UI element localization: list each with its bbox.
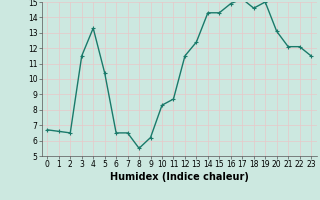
X-axis label: Humidex (Indice chaleur): Humidex (Indice chaleur) [110, 172, 249, 182]
